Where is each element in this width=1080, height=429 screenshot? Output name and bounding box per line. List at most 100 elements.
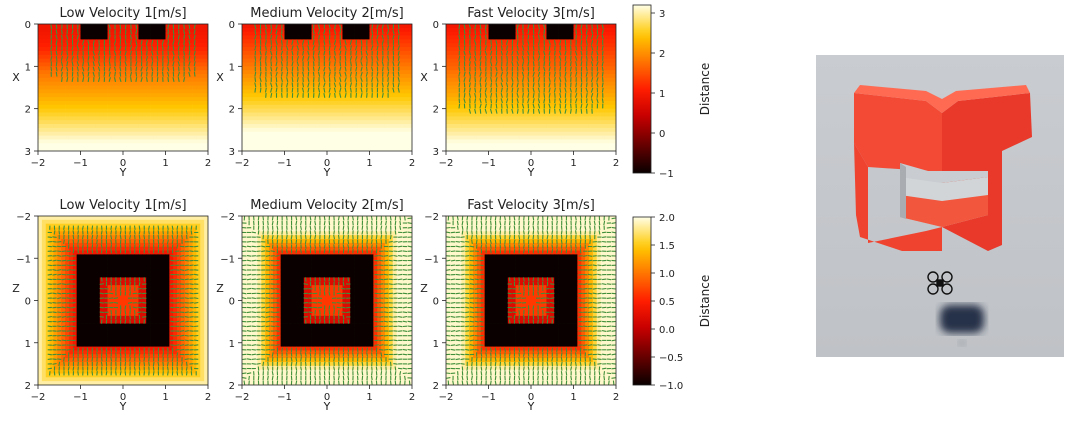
vector-arrow [372, 381, 373, 385]
vector-arrow [597, 293, 601, 294]
vector-arrow [149, 240, 150, 244]
vector-arrow [367, 67, 368, 72]
vector-arrow [481, 381, 482, 385]
vector-arrow [194, 289, 198, 290]
vector-arrow [272, 244, 273, 248]
x-tick-label: 1 [162, 392, 168, 403]
vector-arrow [509, 371, 510, 375]
y-tick-label: 1 [25, 339, 31, 350]
vector-arrow [329, 362, 330, 366]
vector-arrow [268, 221, 269, 225]
vector-arrow [393, 364, 397, 365]
vector-arrow [313, 51, 314, 56]
vector-arrow [97, 352, 98, 356]
vector-arrow [247, 246, 251, 247]
vector-arrow [446, 232, 450, 233]
x-tick-label: −1 [73, 392, 88, 403]
vector-arrow [252, 307, 256, 308]
vector-arrow [53, 270, 57, 271]
vector-arrow [353, 362, 354, 366]
vector-arrow [189, 51, 190, 56]
heatmap-area [446, 24, 616, 151]
vector-arrow [247, 256, 251, 257]
vector-arrow [130, 287, 131, 291]
vector-arrow [56, 72, 57, 77]
vector-arrow [296, 240, 297, 244]
vector-arrow [266, 321, 270, 322]
vector-arrow [400, 226, 401, 230]
vector-arrow [261, 307, 265, 308]
vector-arrow [581, 109, 582, 114]
x-tick-label: −1 [277, 158, 292, 169]
vector-arrow [597, 359, 601, 360]
vector-arrow [398, 246, 402, 247]
vector-arrow [125, 362, 126, 366]
vector-arrow [588, 256, 592, 257]
vector-arrow [533, 381, 534, 385]
vector-arrow [271, 293, 275, 294]
vector-arrow [337, 293, 341, 294]
vector-arrow [602, 242, 606, 243]
vector-arrow [111, 226, 112, 230]
vector-arrow [470, 317, 474, 318]
vector-arrow [144, 371, 145, 375]
vector-arrow [100, 312, 104, 313]
vector-arrow [158, 226, 159, 230]
vector-arrow [609, 381, 610, 385]
y-tick-label: 3 [433, 147, 439, 158]
vector-arrow [384, 274, 388, 275]
vector-arrow [292, 83, 293, 88]
vector-arrow [470, 284, 474, 285]
vector-arrow [324, 45, 325, 50]
vector-arrow [340, 40, 341, 45]
vector-arrow [476, 235, 477, 239]
vector-arrow [54, 230, 55, 234]
vector-arrow [566, 221, 567, 225]
vector-arrow [547, 240, 548, 244]
vector-arrow [607, 331, 611, 332]
vector-arrow [266, 340, 270, 341]
vector-arrow [472, 371, 473, 375]
vector-arrow [125, 310, 126, 314]
vector-arrow [125, 24, 126, 29]
vector-arrow [495, 216, 496, 220]
vector-arrow [87, 249, 88, 253]
vector-arrow [566, 371, 567, 375]
vector-arrow [555, 51, 556, 56]
vector-arrow [524, 376, 525, 380]
vector-arrow [524, 315, 525, 319]
vector-arrow [403, 373, 407, 374]
vector-arrow [542, 371, 543, 375]
vector-arrow [242, 378, 246, 379]
vector-arrow [362, 249, 363, 253]
vector-arrow [83, 226, 84, 230]
x-axis-label: Y [119, 400, 127, 413]
vector-arrow [282, 240, 283, 244]
vector-arrow [612, 354, 616, 355]
vector-arrow [579, 326, 583, 327]
vector-arrow [62, 307, 66, 308]
vector-arrow [391, 362, 392, 366]
vector-arrow [389, 260, 393, 261]
vector-arrow [519, 362, 520, 366]
vector-arrow [390, 235, 391, 239]
vector-arrow [462, 230, 463, 234]
vector-arrow [372, 371, 373, 375]
vector-arrow [467, 226, 468, 230]
vector-arrow [130, 230, 131, 234]
vector-arrow [389, 256, 393, 257]
vector-arrow [581, 35, 582, 40]
vector-arrow [585, 381, 586, 385]
vector-arrow [377, 72, 378, 77]
vector-arrow [588, 270, 592, 271]
colorbar-tick-label: 0.0 [659, 325, 675, 336]
vector-arrow [408, 345, 412, 346]
vector-arrow [334, 310, 335, 314]
panel-title: Medium Velocity 2[m/s] [250, 6, 403, 21]
vector-arrow [607, 298, 611, 299]
vector-arrow [92, 226, 93, 230]
vector-arrow [163, 352, 164, 356]
vector-arrow [157, 56, 158, 61]
vector-arrow [612, 223, 616, 224]
vector-arrow [59, 362, 60, 366]
